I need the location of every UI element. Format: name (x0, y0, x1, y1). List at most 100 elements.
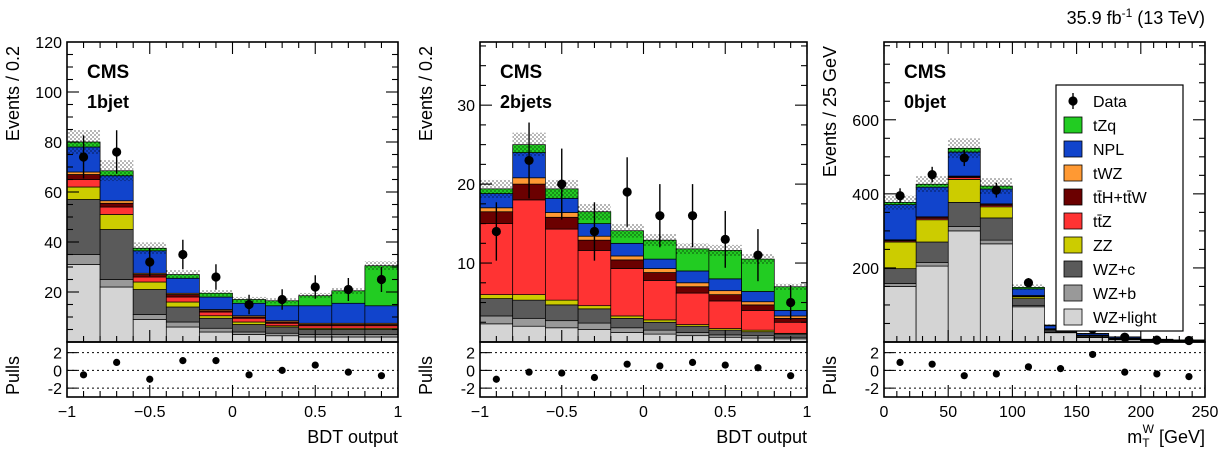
bar-WZ_b-bin-6 (265, 332, 300, 337)
bar-ZZ-bin-2 (545, 299, 579, 306)
category-label: 0bjet (904, 92, 946, 112)
data-point-bin-2 (557, 179, 567, 189)
x-tick-label: 0.5 (714, 404, 736, 421)
bar-WZ_b-bin-2 (545, 320, 579, 329)
legend: Data tZq NPL tWZ tt̄H+tt̄W tt̄Z ZZ WZ+c WZ+b WZ+l… (1055, 84, 1184, 332)
data-point-bin-7 (720, 234, 730, 244)
pulls-y-tick-label: -2 (865, 381, 879, 398)
bar-ttZ-bin-7 (708, 300, 742, 329)
x-tick-label: 150 (1063, 404, 1090, 421)
legend-swatch-ttZ (1063, 212, 1083, 230)
legend-label-ttZ: tt̄Z (1093, 214, 1112, 231)
bar-WZ_light-bin-0 (883, 286, 917, 343)
bar-ttZ-bin-1 (99, 206, 134, 215)
legend-swatch-WZ_b (1063, 284, 1083, 302)
legend-label-ttH_ttW: tt̄H+tt̄W (1093, 190, 1148, 207)
pull-point-bin-9 (377, 372, 386, 380)
bar-ttH_ttW-bin-7 (708, 294, 742, 302)
bar-ZZ-bin-0 (66, 186, 101, 200)
x-tick-label: 200 (1127, 404, 1154, 421)
bar-WZ_c-bin-2 (132, 289, 167, 315)
pull-point-bin-3 (590, 373, 599, 382)
bar-ZZ-bin-3 (577, 305, 612, 310)
bar-WZ_c-bin-3 (979, 217, 1013, 241)
bar-NPL-bin-0 (883, 204, 917, 241)
pull-point-bin-5 (1056, 365, 1065, 373)
y-tick-label: 100 (35, 85, 62, 102)
y-tick-label: 20 (457, 177, 475, 194)
x-tick-label: 0 (228, 404, 237, 421)
bar-WZ_c-bin-5 (232, 324, 266, 333)
y-tick-label: 80 (44, 135, 62, 152)
x-axis-label: BDT output (307, 427, 398, 447)
legend-label-WZ_b: WZ+b (1093, 286, 1136, 303)
bar-ttH_ttW-bin-4 (610, 259, 644, 269)
bar-ZZ-bin-4 (610, 315, 644, 319)
bar-ttZ-bin-0 (66, 179, 101, 188)
bar-ttZ-bin-8 (741, 310, 775, 331)
bar-WZ_c-bin-8 (331, 329, 366, 335)
pull-point-bin-1 (113, 358, 121, 367)
bar-tWZ-bin-7 (708, 290, 742, 295)
cms-label: CMS (904, 62, 946, 83)
bar-ttZ-bin-6 (265, 322, 300, 327)
bar-ttH_ttW-bin-6 (675, 286, 710, 294)
bar-ttZ-bin-1 (512, 199, 546, 295)
bar-NPL-bin-3 (165, 277, 200, 294)
data-point-bin-0 (491, 226, 501, 237)
pull-point-bin-4 (623, 360, 631, 368)
bar-WZ_light-bin-1 (915, 265, 949, 343)
pulls-y-tick-label: 0 (870, 363, 879, 380)
bar-NPL-bin-7 (708, 278, 742, 292)
bar-tWZ-bin-6 (675, 282, 710, 288)
bar-WZ_b-bin-1 (915, 262, 949, 267)
bar-ttH_ttW-bin-3 (165, 294, 200, 298)
x-axis-label: mTW [GeV] (1127, 422, 1205, 450)
bar-ZZ-bin-1 (915, 219, 949, 243)
pull-point-bin-0 (79, 371, 88, 379)
pulls-axis-label: Pulls (820, 356, 840, 395)
pull-point-bin-3 (992, 370, 1000, 378)
bar-WZ_c-bin-6 (675, 325, 710, 333)
legend-label-Data: Data (1093, 94, 1127, 111)
legend-swatch-tZq (1063, 116, 1083, 134)
pulls-axis-label: Pulls (3, 356, 23, 395)
pull-point-bin-4 (212, 357, 220, 365)
uncertainty-band-bin-6 (676, 243, 709, 255)
pulls-frame (883, 341, 1206, 398)
data-point-bin-1 (112, 147, 122, 157)
pulls-y-tick-label: 2 (870, 346, 879, 363)
bar-WZ_light-bin-1 (99, 286, 134, 343)
bar-ttZ-bin-4 (610, 268, 644, 317)
pull-point-bin-6 (278, 366, 286, 374)
bar-WZ_c-bin-2 (947, 202, 981, 227)
category-label: 2bjets (500, 92, 552, 112)
bar-ttZ-bin-4 (199, 311, 233, 317)
bar-WZ_c-bin-4 (199, 317, 233, 329)
x-tick-label: 0 (880, 404, 889, 421)
pull-point-bin-1 (525, 368, 533, 376)
bar-ZZ-bin-5 (232, 321, 266, 325)
data-point-bin-5 (244, 299, 254, 310)
pull-point-bin-5 (656, 362, 664, 370)
x-tick-label: 50 (939, 404, 957, 421)
bar-NPL-bin-6 (675, 270, 710, 284)
legend-label-tZq: tZq (1093, 118, 1116, 135)
pulls-y-tick-label: -2 (48, 381, 62, 398)
bar-WZ_c-bin-6 (265, 326, 300, 334)
bar-WZ_b-bin-0 (66, 254, 101, 265)
bar-NPL-bin-9 (364, 305, 399, 324)
bar-WZ_b-bin-5 (643, 329, 677, 335)
cms-label: CMS (500, 62, 542, 83)
data-point-bin-0 (78, 152, 89, 162)
legend-label-NPL: NPL (1093, 142, 1124, 159)
y-tick-label: 600 (852, 113, 879, 130)
bar-ttZ-bin-3 (165, 296, 200, 303)
data-point-bin-6 (687, 211, 698, 221)
bar-WZ_b-bin-1 (99, 279, 134, 288)
y-tick-label: 20 (44, 285, 62, 302)
bar-ttZ-bin-8 (331, 325, 366, 329)
pulls-axis-label: Pulls (416, 356, 436, 395)
pull-point-bin-0 (492, 375, 500, 383)
pull-point-bin-8 (754, 364, 762, 372)
